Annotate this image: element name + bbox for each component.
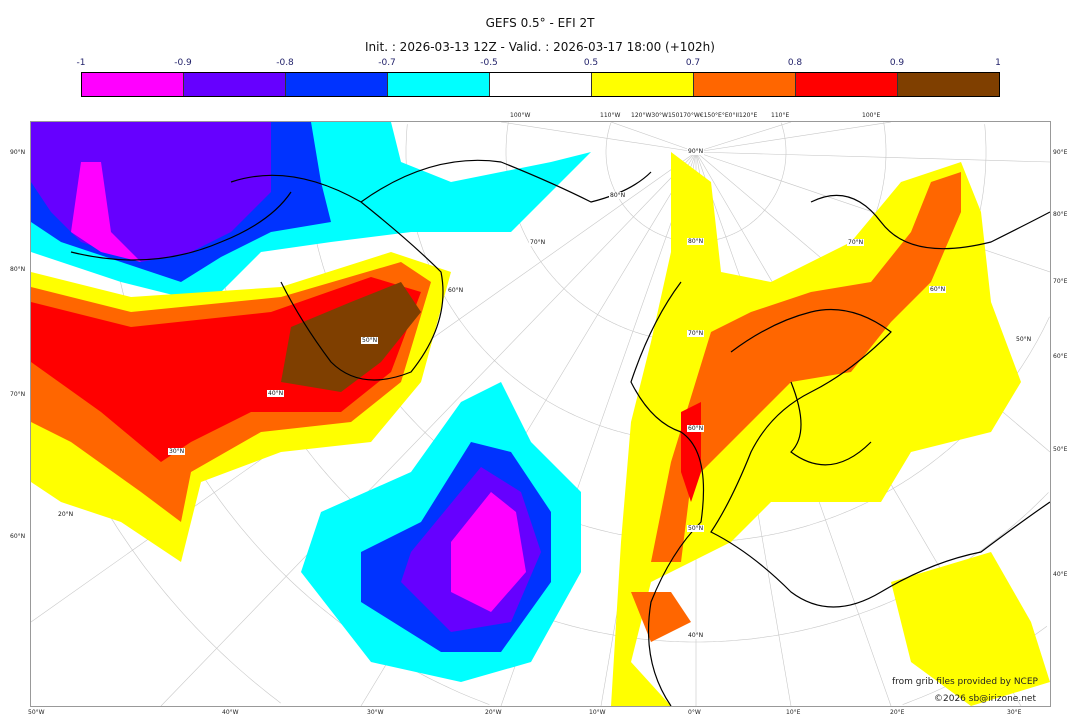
map-canvas [31,122,1050,706]
colorbar-tick: 0.7 [685,58,701,68]
colorbar-tick: 0.8 [787,58,803,68]
lat-label: 40°N [687,632,705,639]
lat-label: 80°N [609,192,627,199]
lat-label: 30°N [168,448,186,455]
axis-label-bottom: 30°E [1007,709,1022,716]
colorbar-tick: -0.5 [480,58,498,68]
coastlines [70,159,1050,706]
axis-label-bottom: 50°W [28,709,45,716]
colorbar-swatch [388,73,490,96]
axis-label-bottom: 20°E [890,709,905,716]
axis-label-top: 100°E [862,112,881,119]
map-title: GEFS 0.5° - EFI 2T [485,16,595,30]
data-source-credit: from grib files provided by NCEP [892,677,1038,687]
colorbar-swatch [898,73,999,96]
lat-label: 60°N [687,425,705,432]
axis-label-top: 110°W [600,112,621,119]
lat-label: 70°N [687,330,705,337]
colorbar-tick: 1 [995,58,1001,68]
axis-label-top: 110°E [771,112,790,119]
colorbar-swatch [82,73,184,96]
colorbar-swatch [490,73,592,96]
lat-label: 50°N [687,525,705,532]
efi-map: 90°N 80°N 70°N 60°N 50°N 40°N 30°N 20°N … [30,121,1051,707]
copyright: ©2026 sb@irizone.net [934,694,1036,704]
axis-label-bottom: 30°W [367,709,384,716]
lat-label: 40°N [267,390,285,397]
lat-label: 50°N [1015,336,1033,343]
map-subtitle: Init. : 2026-03-13 12Z - Valid. : 2026-0… [365,40,715,54]
lat-label: 70°N [847,239,865,246]
colorbar-swatch [184,73,286,96]
axis-label-top: 120°W30°W150170°W€150°E°E0°II120°E [631,112,758,119]
colorbar-swatch [286,73,388,96]
axis-label-top: 100°W [510,112,531,119]
axis-label-bottom: 20°W [485,709,502,716]
efi-field [31,122,1050,706]
axis-label-bottom: 40°W [222,709,239,716]
axis-label-left: 60°N [10,533,26,540]
colorbar-tick: 0.9 [889,58,905,68]
lat-label: 80°N [687,238,705,245]
colorbar-swatch [592,73,694,96]
colorbar-swatch [796,73,898,96]
axis-label-right: 90°E [1053,149,1068,156]
lat-label: 70°N [529,239,547,246]
axis-label-right: 40°E [1053,571,1068,578]
axis-label-left: 80°N [10,266,26,273]
colorbar-tick: -0.8 [276,58,294,68]
axis-label-right: 50°E [1053,446,1068,453]
colorbar-swatch [694,73,796,96]
colorbar-tick: -0.7 [378,58,396,68]
lat-label: 20°N [57,511,75,518]
axis-label-bottom: 0°W [688,709,701,716]
lat-label: 60°N [929,286,947,293]
lat-label: 50°N [361,337,379,344]
axis-label-bottom: 10°E [786,709,801,716]
colorbar-tick: -0.9 [174,58,192,68]
axis-label-left: 70°N [10,391,26,398]
lat-label: 90°N [687,148,705,155]
colorbar-tick: -1 [76,58,86,68]
colorbar-tick: 0.5 [583,58,599,68]
axis-label-right: 60°E [1053,353,1068,360]
axis-label-right: 80°E [1053,211,1068,218]
colorbar [81,72,1000,97]
lat-label: 60°N [447,287,465,294]
axis-label-left: 90°N [10,149,26,156]
axis-label-right: 70°E [1053,278,1068,285]
axis-label-bottom: 10°W [589,709,606,716]
